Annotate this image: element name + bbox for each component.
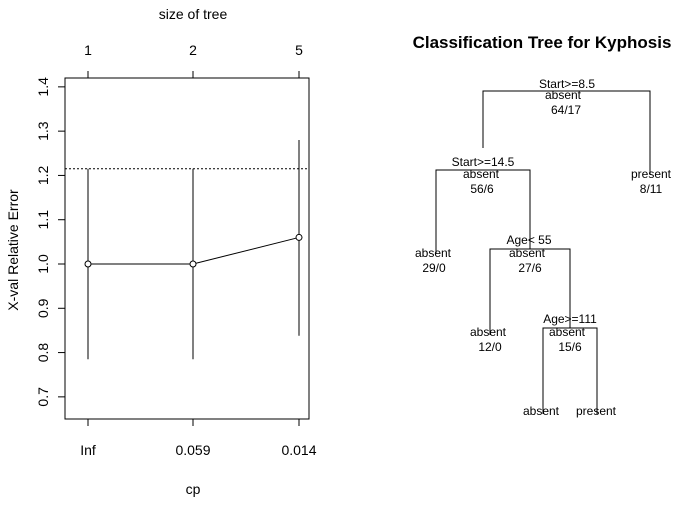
y-tick-label: 0.9	[35, 298, 51, 318]
y-tick-label: 1.2	[35, 165, 51, 185]
edge-n11	[542, 327, 598, 414]
cp-plot: size of tree 1 2 5 Inf 0.059 0.014 0.7 0.8 0.9…	[5, 6, 317, 497]
x-axis: Inf 0.059 0.014	[80, 419, 317, 458]
y-tick-label: 0.7	[35, 387, 51, 407]
data-point	[189, 260, 197, 268]
count-label: 15/6	[558, 340, 582, 354]
tree-node-root: Start>=8.5 absent 64/17	[539, 77, 595, 117]
y-axis: 0.7 0.8 0.9 1.0 1.1 1.2 1.3 1.4	[35, 77, 65, 407]
data-point	[84, 260, 92, 268]
tree-node-n10: absent 12/0	[470, 325, 507, 354]
top-tick-label: 5	[295, 42, 303, 58]
classification-tree: Start>=8.5 absent 64/17 Start>=14.5 abse…	[415, 77, 672, 418]
class-label: absent	[545, 88, 582, 102]
class-label: absent	[549, 325, 586, 339]
edge-root	[482, 90, 651, 175]
y-axis-label: X-val Relative Error	[5, 189, 21, 311]
class-label: present	[576, 404, 617, 418]
tree-node-n2: Start>=14.5 absent 56/6	[452, 155, 515, 196]
split-label: Age>=111	[543, 312, 597, 326]
data-points	[84, 233, 303, 268]
class-label: absent	[463, 167, 500, 181]
tree-node-n4: absent 29/0	[415, 246, 452, 275]
y-tick-label: 1.1	[35, 210, 51, 230]
split-label: Age< 55	[506, 233, 551, 247]
class-label: absent	[415, 246, 452, 260]
top-axis-label: size of tree	[159, 6, 228, 22]
count-label: 56/6	[470, 182, 494, 196]
y-tick-label: 1.3	[35, 121, 51, 141]
x-tick-label: 0.059	[175, 442, 210, 458]
x-tick-label: Inf	[80, 442, 96, 458]
y-tick-label: 0.8	[35, 343, 51, 363]
tree-node-n3: present 8/11	[631, 167, 672, 196]
plot-frame	[64, 77, 310, 420]
count-label: 29/0	[422, 261, 446, 275]
split-label: Start>=8.5	[539, 77, 595, 91]
split-label: Start>=14.5	[452, 155, 515, 169]
top-tick-label: 2	[189, 42, 197, 58]
tree-node-n5: Age< 55 absent 27/6	[506, 233, 551, 275]
y-tick-label: 1.4	[35, 77, 51, 97]
tree-node-n22: absent	[523, 404, 560, 418]
count-label: 12/0	[478, 340, 502, 354]
data-point	[295, 233, 303, 241]
x-tick-label: 0.014	[281, 442, 316, 458]
count-label: 27/6	[518, 261, 542, 275]
tree-node-n23: present	[576, 404, 617, 418]
error-bars	[87, 140, 300, 360]
tree-node-n11: Age>=111 absent 15/6	[543, 312, 597, 354]
edge-n5	[489, 248, 571, 335]
class-label: present	[631, 167, 672, 181]
count-label: 64/17	[551, 103, 581, 117]
count-label: 8/11	[640, 182, 663, 196]
class-label: absent	[470, 325, 507, 339]
top-axis: 1 2 5	[84, 42, 303, 78]
edge-n2	[435, 169, 531, 254]
y-tick-label: 1.0	[35, 254, 51, 274]
tree-title: Classification Tree for Kyphosis	[413, 33, 672, 52]
tree-edges	[435, 90, 651, 414]
class-label: absent	[509, 246, 546, 260]
top-tick-label: 1	[84, 42, 92, 58]
x-axis-label: cp	[186, 481, 201, 497]
class-label: absent	[523, 404, 560, 418]
